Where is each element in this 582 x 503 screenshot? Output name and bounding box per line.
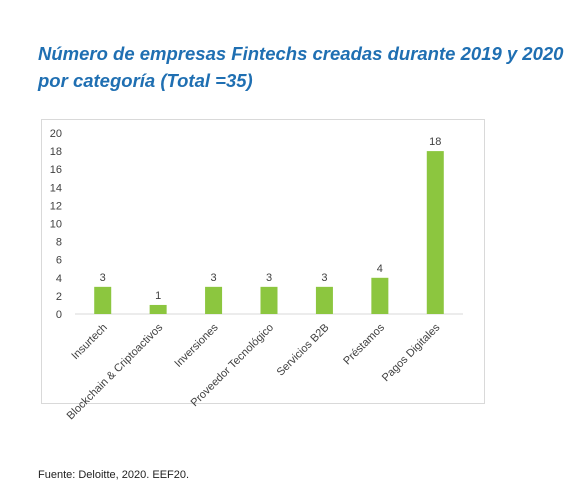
x-tick-label: Blockchain & Criptoactivos [65, 321, 166, 422]
y-tick-label: 20 [50, 128, 62, 140]
bar [371, 277, 389, 314]
x-tick-label: Pagos Digitales [380, 321, 443, 384]
source-note: Fuente: Deloitte, 2020. EEF20. [38, 469, 190, 481]
y-tick-label: 18 [50, 146, 62, 158]
y-tick-label: 10 [50, 219, 62, 231]
bar [426, 151, 444, 314]
y-tick-label: 16 [50, 164, 62, 176]
y-tick-label: 0 [56, 309, 62, 321]
chart-frame [41, 119, 485, 404]
data-label: 4 [377, 263, 383, 275]
x-tick-label: Servicios B2B [275, 322, 332, 379]
bar [315, 286, 333, 314]
x-tick-label: Insurtech [69, 322, 109, 362]
x-tick-label: Inversiones [172, 321, 221, 370]
y-tick-label: 8 [56, 237, 62, 249]
data-label: 3 [100, 272, 106, 284]
bar [260, 286, 278, 314]
y-tick-label: 12 [50, 200, 62, 212]
y-tick-label: 14 [50, 182, 62, 194]
bar [149, 304, 167, 314]
y-tick-label: 2 [56, 291, 62, 303]
data-label: 18 [429, 136, 441, 148]
x-tick-label: Préstamos [341, 321, 387, 367]
data-label: 3 [211, 272, 217, 284]
y-tick-label: 4 [56, 273, 62, 285]
bar [94, 286, 112, 314]
bar [205, 286, 223, 314]
data-label: 3 [266, 272, 272, 284]
data-label: 1 [155, 290, 161, 302]
chart-title: Número de empresas Fintechs creadas dura… [38, 40, 578, 94]
chart-title-line-1: Número de empresas Fintechs creadas dura… [38, 43, 564, 64]
chart-title-line-2: por categoría (Total =35) [38, 70, 253, 91]
data-label: 3 [321, 272, 327, 284]
y-tick-label: 6 [56, 255, 62, 267]
